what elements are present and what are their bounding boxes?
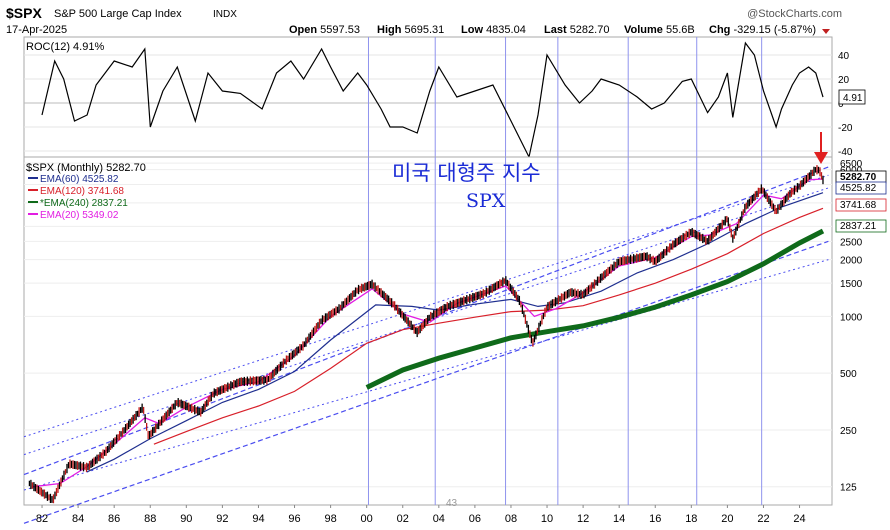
ema120-line [153, 207, 824, 445]
legend-label: EMA(120) 3741.68 [40, 186, 124, 197]
x-tick-label: 10 [541, 513, 553, 525]
value-tag-box [835, 181, 887, 195]
x-tick-label: 88 [144, 513, 156, 525]
symbol-title: $SPX [6, 5, 42, 21]
stat-open: Open 5597.53 [289, 24, 360, 36]
price-tick-label: 1000 [840, 312, 863, 323]
stat-low: Low 4835.04 [461, 24, 526, 36]
legend-label: *EMA(240) 2837.21 [40, 198, 128, 209]
legend-label: EMA(20) 5349.02 [40, 210, 119, 221]
x-tick-label: 92 [216, 513, 228, 525]
chart-date: 17-Apr-2025 [6, 24, 67, 36]
x-tick-label: 90 [180, 513, 192, 525]
roc-current-value: 4.91 [843, 93, 863, 104]
x-tick-label: 16 [649, 513, 661, 525]
roc-vertical-markers [367, 37, 763, 157]
ema240-line [365, 228, 825, 390]
ohlc-stats: Open 5597.53 High 5695.31 Low 4835.04 Last … [289, 24, 830, 36]
roc-tick-label: -40 [838, 147, 853, 158]
x-tick-label: 08 [505, 513, 517, 525]
annotation-spx: SPX [466, 190, 506, 212]
x-tick-label: 12 [577, 513, 589, 525]
annotation-korean: 미국 대형주 지수 [392, 161, 541, 185]
value-tag-text: 5282.70 [840, 172, 877, 183]
price-tick-label: 2500 [840, 237, 863, 248]
roc-tick-label: 40 [838, 51, 850, 62]
x-tick-label: 14 [613, 513, 625, 525]
legend-label: EMA(60) 4525.82 [40, 174, 119, 185]
price-vertical-markers [367, 157, 763, 505]
x-tick-label: 96 [288, 513, 300, 525]
price-tick-label: 125 [840, 483, 857, 494]
exchange-label: INDX [213, 9, 237, 20]
value-tag-box [835, 198, 887, 212]
x-tick-label: 18 [685, 513, 697, 525]
x-tick-label: 86 [108, 513, 120, 525]
price-tick-label: 250 [840, 426, 857, 437]
roc-y-ticks: 40 20 0 -20 -40 [838, 51, 853, 158]
x-tick-label: 22 [757, 513, 769, 525]
roc-line [41, 41, 824, 159]
price-legend-title: $SPX (Monthly) 5282.70 [26, 162, 146, 174]
x-tick-label: 94 [252, 513, 264, 525]
x-axis-ticks: 82 84 86 88 90 92 94 96 98 00 02 04 06 08 10 12 14 16 18 20… [36, 505, 806, 525]
down-triangle-icon [822, 29, 830, 34]
stat-volume: Volume 55.6B [624, 24, 695, 36]
price-tick-label: 2000 [840, 256, 863, 267]
roc-tick-label: 0 [838, 99, 844, 110]
stat-high: High 5695.31 [377, 24, 444, 36]
trend-channel-line [23, 174, 829, 438]
bottom-marker: 43 [446, 498, 458, 509]
price-grid [24, 162, 832, 488]
red-arrow-icon [814, 132, 828, 164]
x-tick-label: 20 [721, 513, 733, 525]
value-tag-text: 4525.82 [840, 183, 877, 194]
price-panel [23, 156, 833, 506]
stat-last: Last 5282.70 [544, 24, 609, 36]
value-tag-box [835, 219, 887, 233]
roc-tick-label: -20 [838, 123, 853, 134]
source-label: @StockCharts.com [747, 8, 842, 20]
trend-channel-line [23, 240, 829, 524]
x-tick-label: 82 [36, 513, 48, 525]
price-tick-label: 500 [840, 369, 857, 380]
x-tick-label: 84 [72, 513, 84, 525]
roc-tick-label: 20 [838, 75, 850, 86]
roc-current-tag [838, 89, 866, 105]
value-tag-text: 3741.68 [840, 200, 877, 211]
index-name: S&P 500 Large Cap Index [54, 8, 182, 20]
x-tick-label: 04 [433, 513, 445, 525]
roc-legend: ROC(12) 4.91% [26, 41, 104, 53]
price-bars [28, 165, 824, 504]
x-tick-label: 24 [793, 513, 805, 525]
price-tick-label: 1500 [840, 279, 863, 290]
x-tick-label: 00 [361, 513, 373, 525]
x-tick-label: 06 [469, 513, 481, 525]
stat-chg: Chg -329.15 (-5.87%) [709, 24, 816, 36]
price-tick-label: 6500 [840, 159, 863, 170]
x-tick-label: 02 [397, 513, 409, 525]
value-tag-text: 2837.21 [840, 221, 877, 232]
x-tick-label: 98 [324, 513, 336, 525]
